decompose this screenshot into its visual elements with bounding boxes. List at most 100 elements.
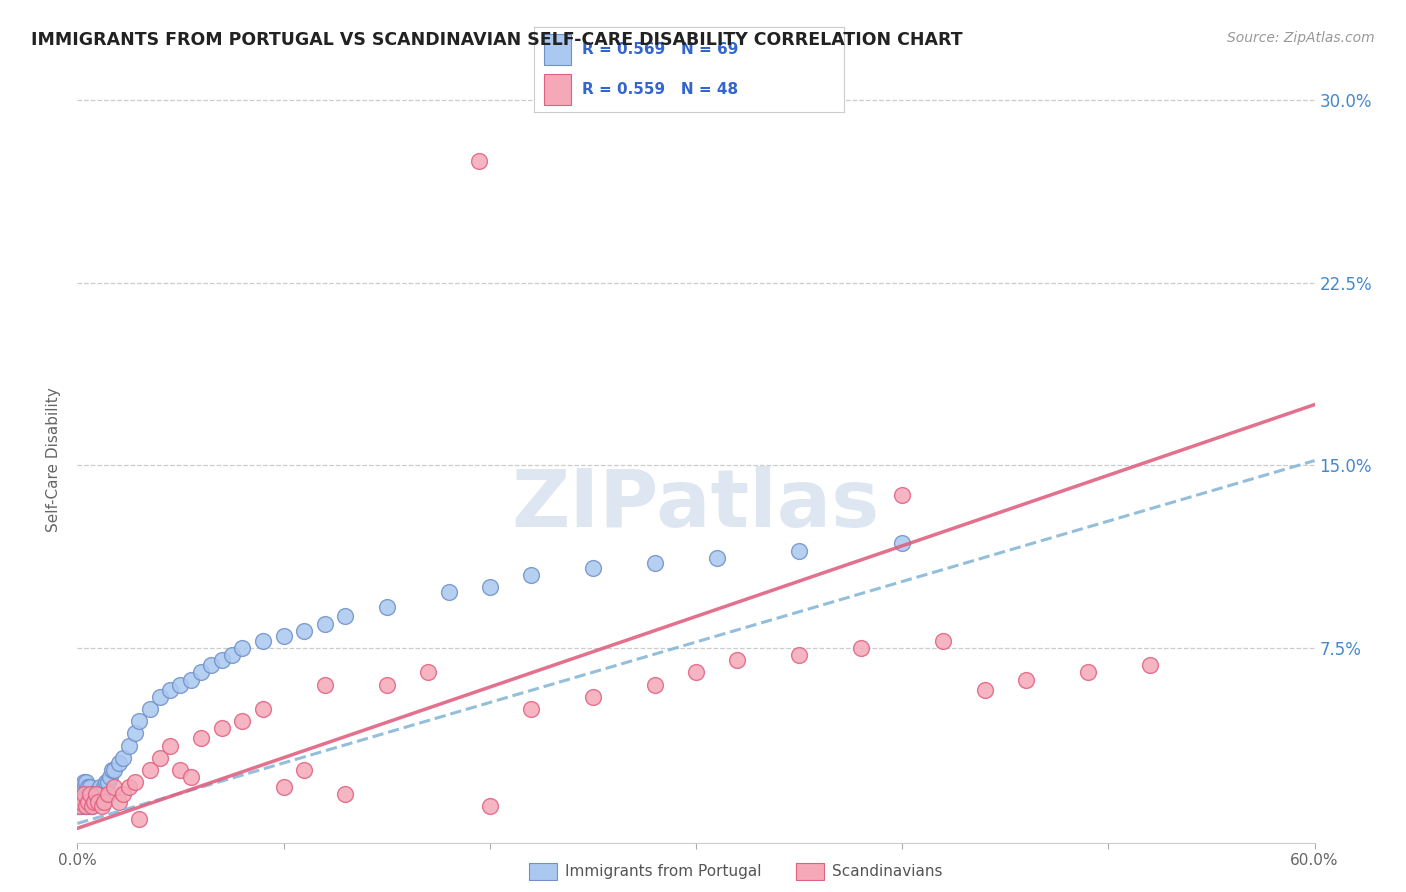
Point [149, 750, 172, 764]
Point [76, 780, 98, 794]
Point [70, 787, 93, 801]
Point [118, 780, 141, 794]
Point [685, 665, 707, 680]
Point [159, 682, 181, 697]
Point [124, 726, 146, 740]
Point [644, 556, 666, 570]
Point [93, 795, 115, 809]
Point [70, 795, 93, 809]
Point [644, 678, 666, 692]
Point [468, 154, 491, 169]
Point [335, 787, 357, 801]
Point [111, 787, 134, 801]
Text: Source: ZipAtlas.com: Source: ZipAtlas.com [1227, 31, 1375, 45]
Point [79, 780, 101, 794]
Point [973, 682, 995, 697]
Point [375, 678, 398, 692]
Point [72, 799, 94, 814]
Point [75, 799, 97, 814]
Point [103, 780, 125, 794]
Point [70, 799, 93, 814]
Point [128, 812, 150, 826]
Point [79, 787, 101, 801]
Point [101, 763, 124, 777]
Point [72, 775, 94, 789]
Point [478, 799, 501, 814]
Point [891, 536, 914, 550]
Point [103, 763, 125, 777]
Point [159, 739, 181, 753]
Point [149, 690, 172, 704]
Point [72, 795, 94, 809]
Point [87, 795, 110, 809]
Point [292, 624, 315, 638]
Point [190, 731, 212, 746]
Point [75, 775, 97, 789]
Text: IMMIGRANTS FROM PORTUGAL VS SCANDINAVIAN SELF-CARE DISABILITY CORRELATION CHART: IMMIGRANTS FROM PORTUGAL VS SCANDINAVIAN… [31, 31, 963, 49]
Point [169, 763, 191, 777]
Point [335, 609, 357, 624]
Point [128, 714, 150, 728]
Point [97, 775, 120, 789]
Point [706, 551, 728, 566]
Point [84, 787, 107, 801]
Point [76, 795, 98, 809]
Point [416, 665, 439, 680]
Text: Immigrants from Portugal: Immigrants from Portugal [565, 864, 762, 879]
Point [72, 780, 94, 794]
Point [97, 787, 120, 801]
Point [787, 648, 810, 663]
Point [520, 702, 543, 716]
Point [89, 780, 111, 794]
Point [87, 795, 110, 809]
Point [79, 799, 101, 814]
Y-axis label: Self-Care Disability: Self-Care Disability [46, 387, 62, 532]
Point [79, 787, 101, 801]
Point [70, 795, 93, 809]
Text: R = 0.559   N = 48: R = 0.559 N = 48 [582, 82, 738, 97]
Point [76, 795, 98, 809]
Point [190, 665, 212, 680]
Point [72, 787, 94, 801]
Point [478, 580, 501, 594]
Point [252, 633, 274, 648]
Point [84, 795, 107, 809]
Point [111, 750, 134, 764]
Point [582, 690, 605, 704]
Point [75, 795, 97, 809]
Point [211, 653, 233, 667]
Point [75, 787, 97, 801]
Point [273, 629, 295, 643]
Point [67, 795, 90, 809]
Point [231, 641, 253, 656]
Point [314, 616, 336, 631]
Point [91, 787, 114, 801]
Point [80, 787, 103, 801]
Point [93, 780, 115, 794]
Point [83, 795, 105, 809]
Point [91, 799, 114, 814]
Point [200, 658, 222, 673]
Point [72, 787, 94, 801]
Point [221, 648, 243, 663]
Point [582, 560, 605, 574]
Point [75, 799, 97, 814]
Point [1077, 665, 1099, 680]
Point [292, 763, 315, 777]
Point [138, 763, 160, 777]
Point [118, 739, 141, 753]
Point [83, 795, 105, 809]
Point [787, 543, 810, 558]
Point [138, 702, 160, 716]
Point [932, 633, 955, 648]
Point [80, 799, 103, 814]
Point [849, 641, 872, 656]
Point [169, 678, 191, 692]
Point [67, 799, 90, 814]
Text: ZIPatlas: ZIPatlas [512, 467, 880, 544]
Point [520, 568, 543, 582]
Point [67, 799, 90, 814]
Point [107, 795, 129, 809]
Point [891, 488, 914, 502]
Point [180, 770, 202, 784]
